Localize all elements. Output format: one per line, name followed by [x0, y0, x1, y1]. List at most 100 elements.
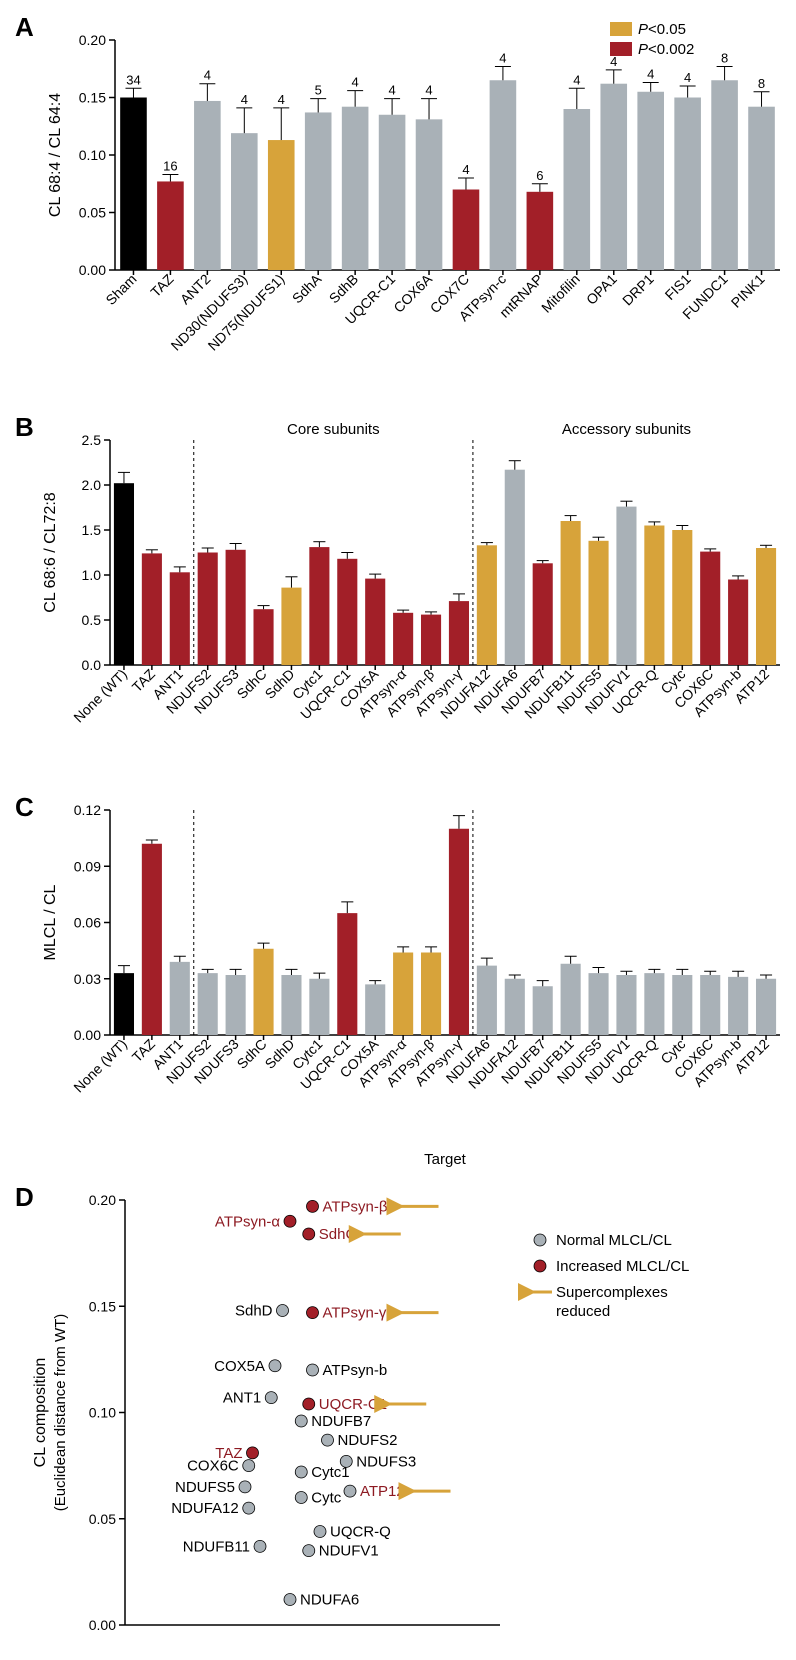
bar: [672, 530, 692, 665]
bar: [170, 962, 190, 1035]
bar: [114, 483, 134, 665]
scatter-point: [303, 1398, 315, 1410]
scatter-point: [344, 1485, 356, 1497]
x-label: SdhA: [289, 270, 325, 306]
n-label: 4: [573, 72, 580, 87]
bar: [700, 552, 720, 665]
ytick-label: 0.5: [82, 612, 102, 628]
panel-label: D: [15, 1182, 34, 1212]
panel-a: A0.000.050.100.150.20CL 68:4 / CL 64:434…: [10, 10, 796, 400]
y-axis-sublabel: (Euclidean distance from WT): [52, 1314, 69, 1512]
ytick-label: 0.10: [79, 147, 106, 163]
n-label: 4: [388, 83, 395, 98]
scatter-point: [295, 1492, 307, 1504]
ytick-label: 1.5: [82, 522, 102, 538]
n-label: 34: [126, 72, 140, 87]
y-axis-label: MLCL / CL: [42, 884, 59, 960]
bar: [748, 107, 775, 270]
point-label: ATPsyn-γ: [323, 1305, 387, 1322]
n-label: 4: [278, 92, 285, 107]
bar: [533, 986, 553, 1035]
legend-label: Supercomplexes: [556, 1284, 668, 1301]
x-label: SdhD: [261, 666, 297, 702]
scatter-point: [322, 1434, 334, 1446]
panel-d: D0.000.050.100.150.20CL composition(Eucl…: [10, 1180, 796, 1640]
point-label: NDUFB7: [311, 1413, 371, 1430]
x-label: SdhD: [261, 1036, 297, 1072]
scatter-point: [247, 1447, 259, 1459]
bar: [672, 975, 692, 1035]
x-label: None (WT): [70, 666, 130, 726]
bar: [505, 470, 525, 665]
bar: [342, 107, 369, 270]
n-label: 6: [536, 168, 543, 183]
bar: [700, 975, 720, 1035]
bar: [268, 140, 295, 270]
point-label: UQCR-Q: [330, 1524, 391, 1541]
ytick-label: 0.06: [74, 915, 101, 931]
bar: [309, 547, 329, 665]
bar: [416, 119, 443, 270]
bar: [505, 979, 525, 1035]
bar: [453, 190, 480, 271]
x-label: SdhC: [234, 666, 270, 702]
bar: [253, 609, 273, 665]
point-label: ATPsyn-β: [323, 1198, 388, 1215]
bar: [114, 973, 134, 1035]
ytick-label: 0.00: [89, 1617, 116, 1633]
point-label: NDUFB11: [183, 1538, 250, 1555]
legend-dot-normal: [534, 1234, 546, 1246]
bar: [449, 601, 469, 665]
ytick-label: 0.12: [74, 802, 101, 818]
bar: [365, 579, 385, 665]
ytick-label: 1.0: [82, 567, 102, 583]
n-label: 8: [721, 50, 728, 65]
legend-label: reduced: [556, 1303, 610, 1320]
ytick-label: 0.09: [74, 858, 101, 874]
n-label: 4: [204, 68, 211, 83]
bar: [337, 913, 357, 1035]
bar: [337, 559, 357, 665]
bar: [120, 98, 147, 271]
bar: [142, 553, 162, 665]
bar: [421, 953, 441, 1036]
point-label: COX6C: [187, 1458, 239, 1475]
bar: [253, 949, 273, 1035]
ytick-label: 0.00: [79, 262, 106, 278]
scatter-point: [314, 1526, 326, 1538]
point-label: NDUFS3: [356, 1453, 416, 1470]
scatter-point: [243, 1502, 255, 1514]
bar: [728, 977, 748, 1035]
point-label: ANT1: [223, 1390, 261, 1407]
bar: [616, 507, 636, 665]
ytick-label: 2.5: [82, 432, 102, 448]
ytick-label: 0.05: [89, 1511, 116, 1527]
bar: [756, 548, 776, 665]
legend-swatch-p002: [610, 42, 632, 56]
n-label: 4: [241, 92, 248, 107]
scatter-point: [307, 1200, 319, 1212]
legend-label: Normal MLCL/CL: [556, 1232, 672, 1249]
bar: [533, 563, 553, 665]
bar: [281, 975, 301, 1035]
group-label: Accessory subunits: [562, 421, 691, 438]
bar: [756, 979, 776, 1035]
x-label: SdhC: [234, 1036, 270, 1072]
point-label: UQCR-C1: [319, 1396, 387, 1413]
n-label: 4: [647, 67, 654, 82]
panel-label: A: [15, 12, 34, 42]
bar: [170, 572, 190, 665]
bar: [194, 101, 221, 270]
n-label: 4: [352, 75, 359, 90]
point-label: NDUFA6: [300, 1592, 359, 1609]
n-label: 5: [315, 83, 322, 98]
point-label: ATPsyn-b: [323, 1362, 388, 1379]
n-label: 16: [163, 159, 177, 174]
point-label: Cytc1: [311, 1464, 349, 1481]
x-label: Mitofilin: [538, 271, 583, 316]
bar: [142, 844, 162, 1035]
n-label: 4: [684, 70, 691, 85]
scatter-point: [243, 1460, 255, 1472]
ytick-label: 0.05: [79, 205, 106, 221]
bar: [561, 964, 581, 1035]
